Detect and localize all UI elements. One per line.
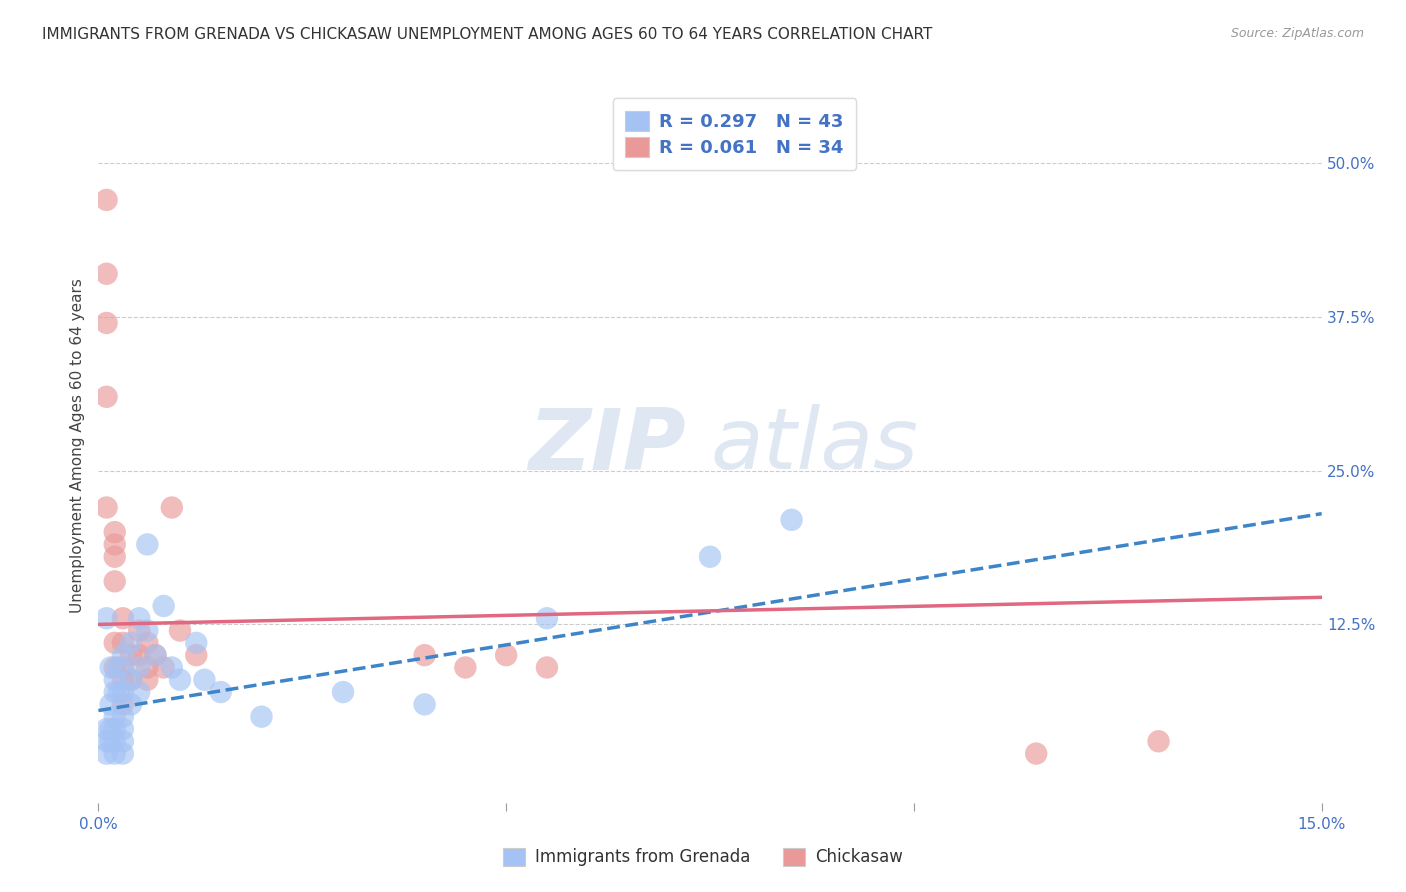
- Point: [495, 648, 517, 662]
- Point: [111, 648, 134, 662]
- Point: [104, 747, 127, 761]
- Point: [96, 267, 118, 281]
- Point: [96, 500, 118, 515]
- Point: [169, 624, 191, 638]
- Text: IMMIGRANTS FROM GRENADA VS CHICKASAW UNEMPLOYMENT AMONG AGES 60 TO 64 YEARS CORR: IMMIGRANTS FROM GRENADA VS CHICKASAW UNE…: [42, 27, 932, 42]
- Point: [128, 685, 150, 699]
- Point: [111, 673, 134, 687]
- Point: [100, 734, 122, 748]
- Point: [160, 500, 183, 515]
- Point: [100, 698, 122, 712]
- Point: [96, 390, 118, 404]
- Text: atlas: atlas: [710, 404, 918, 488]
- Point: [536, 660, 558, 674]
- Point: [120, 698, 142, 712]
- Point: [136, 624, 159, 638]
- Point: [111, 698, 134, 712]
- Point: [108, 685, 131, 699]
- Point: [1025, 747, 1047, 761]
- Point: [128, 660, 150, 674]
- Point: [136, 673, 159, 687]
- Point: [120, 673, 142, 687]
- Point: [209, 685, 232, 699]
- Point: [111, 636, 134, 650]
- Y-axis label: Unemployment Among Ages 60 to 64 years: Unemployment Among Ages 60 to 64 years: [69, 278, 84, 614]
- Point: [128, 611, 150, 625]
- Legend: R = 0.297   N = 43, R = 0.061   N = 34: R = 0.297 N = 43, R = 0.061 N = 34: [613, 98, 856, 169]
- Point: [413, 698, 436, 712]
- Point: [780, 513, 803, 527]
- Point: [104, 574, 127, 589]
- Point: [1147, 734, 1170, 748]
- Point: [111, 722, 134, 736]
- Point: [111, 611, 134, 625]
- Point: [104, 636, 127, 650]
- Point: [128, 648, 150, 662]
- Point: [96, 316, 118, 330]
- Point: [152, 660, 174, 674]
- Point: [120, 673, 142, 687]
- Point: [111, 734, 134, 748]
- Point: [186, 636, 208, 650]
- Point: [136, 636, 159, 650]
- Text: Source: ZipAtlas.com: Source: ZipAtlas.com: [1230, 27, 1364, 40]
- Point: [454, 660, 477, 674]
- Point: [111, 660, 134, 674]
- Point: [332, 685, 354, 699]
- Point: [104, 660, 127, 674]
- Point: [104, 734, 127, 748]
- Point: [100, 722, 122, 736]
- Point: [136, 537, 159, 551]
- Point: [96, 734, 118, 748]
- Point: [104, 709, 127, 723]
- Legend: Immigrants from Grenada, Chickasaw: Immigrants from Grenada, Chickasaw: [495, 839, 911, 875]
- Point: [111, 709, 134, 723]
- Point: [193, 673, 215, 687]
- Point: [111, 685, 134, 699]
- Point: [96, 193, 118, 207]
- Point: [536, 611, 558, 625]
- Point: [186, 648, 208, 662]
- Point: [413, 648, 436, 662]
- Point: [104, 722, 127, 736]
- Point: [104, 685, 127, 699]
- Point: [699, 549, 721, 564]
- Point: [111, 747, 134, 761]
- Point: [169, 673, 191, 687]
- Point: [160, 660, 183, 674]
- Point: [104, 537, 127, 551]
- Point: [250, 709, 273, 723]
- Point: [104, 549, 127, 564]
- Point: [108, 660, 131, 674]
- Point: [136, 660, 159, 674]
- Point: [120, 648, 142, 662]
- Point: [96, 611, 118, 625]
- Point: [145, 648, 167, 662]
- Point: [120, 636, 142, 650]
- Point: [145, 648, 167, 662]
- Point: [100, 660, 122, 674]
- Point: [104, 673, 127, 687]
- Point: [128, 624, 150, 638]
- Text: ZIP: ZIP: [527, 404, 686, 488]
- Point: [104, 525, 127, 540]
- Point: [96, 747, 118, 761]
- Point: [96, 722, 118, 736]
- Point: [152, 599, 174, 613]
